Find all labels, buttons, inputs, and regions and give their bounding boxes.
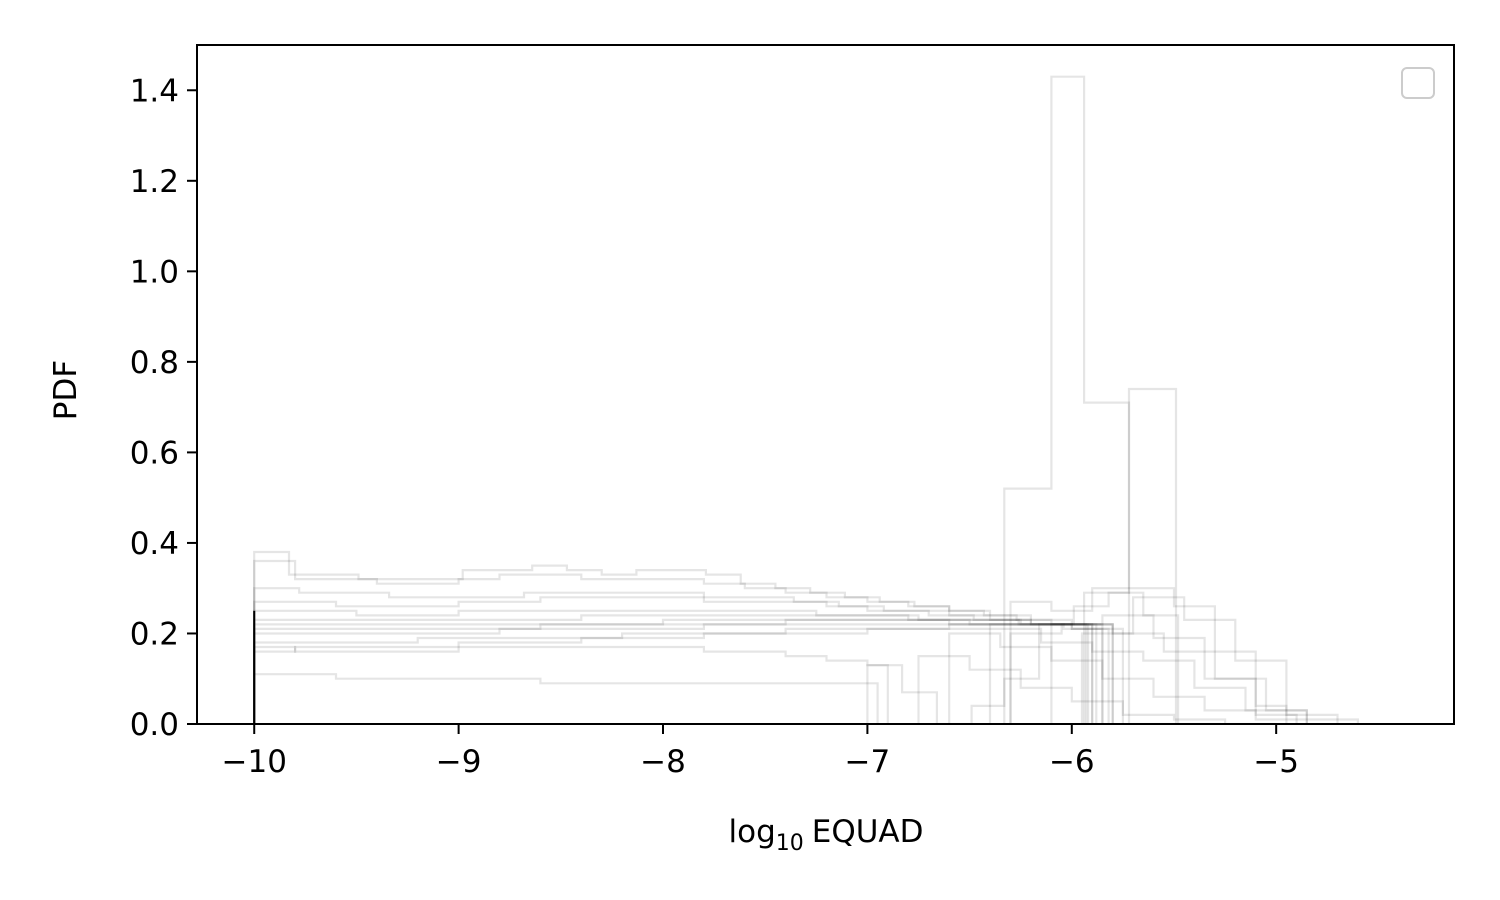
legend-box <box>1401 67 1435 99</box>
histogram-series-21 <box>988 627 1359 724</box>
y-tick-label: 1.4 <box>130 73 179 109</box>
y-tick-label: 1.0 <box>130 254 179 290</box>
histogram-series-12 <box>253 645 889 724</box>
x-tick-label: −7 <box>845 744 891 780</box>
histogram-series-17 <box>1009 587 1288 724</box>
histogram-series-15 <box>1003 75 1176 724</box>
histogram-series-7 <box>253 618 1114 724</box>
histogram-series-19 <box>1080 596 1339 724</box>
histogram-series-13 <box>253 673 879 724</box>
histogram-series-18 <box>1009 623 1308 724</box>
histogram-series-8 <box>253 618 1094 724</box>
plot-frame <box>196 44 1455 725</box>
histogram-series-9 <box>253 623 1090 724</box>
x-tick-label: −9 <box>436 744 482 780</box>
histogram-series-5 <box>253 609 1124 724</box>
y-tick-label: 0.0 <box>130 707 179 743</box>
histogram-series-11 <box>253 623 1104 724</box>
histogram-series-6 <box>253 614 1098 724</box>
plot-area <box>253 75 1359 724</box>
y-tick-label: 1.2 <box>130 164 179 200</box>
x-axis-label: log10 EQUAD <box>728 814 923 856</box>
y-axis-label: PDF <box>48 360 84 420</box>
histogram-series-20 <box>1050 614 1298 724</box>
x-tick-label: −5 <box>1253 744 1299 780</box>
histogram-series-10 <box>253 623 1094 724</box>
histogram-series-16 <box>1083 387 1221 724</box>
y-tick-label: 0.8 <box>130 345 179 381</box>
y-tick-label: 0.4 <box>130 526 179 562</box>
histogram-series-23 <box>917 655 1277 724</box>
histogram-series-14 <box>866 591 1180 724</box>
x-tick-label: −10 <box>222 744 287 780</box>
y-axis: 0.0 0.2 0.4 0.6 0.8 1.0 1.2 1.4 <box>130 73 197 743</box>
x-tick-label: −6 <box>1049 744 1095 780</box>
histogram-series-3 <box>253 587 1110 724</box>
histogram-series-2 <box>253 559 1114 724</box>
x-axis: −10 −9 −8 −7 −6 −5 <box>222 724 1299 780</box>
series-layer <box>253 75 1359 724</box>
histogram-series-1 <box>253 550 1088 724</box>
y-tick-label: 0.2 <box>130 616 179 652</box>
x-tick-label: −8 <box>640 744 686 780</box>
histogram-series-22 <box>948 632 1308 724</box>
histogram-series-4 <box>253 596 1104 724</box>
y-tick-label: 0.6 <box>130 435 179 471</box>
